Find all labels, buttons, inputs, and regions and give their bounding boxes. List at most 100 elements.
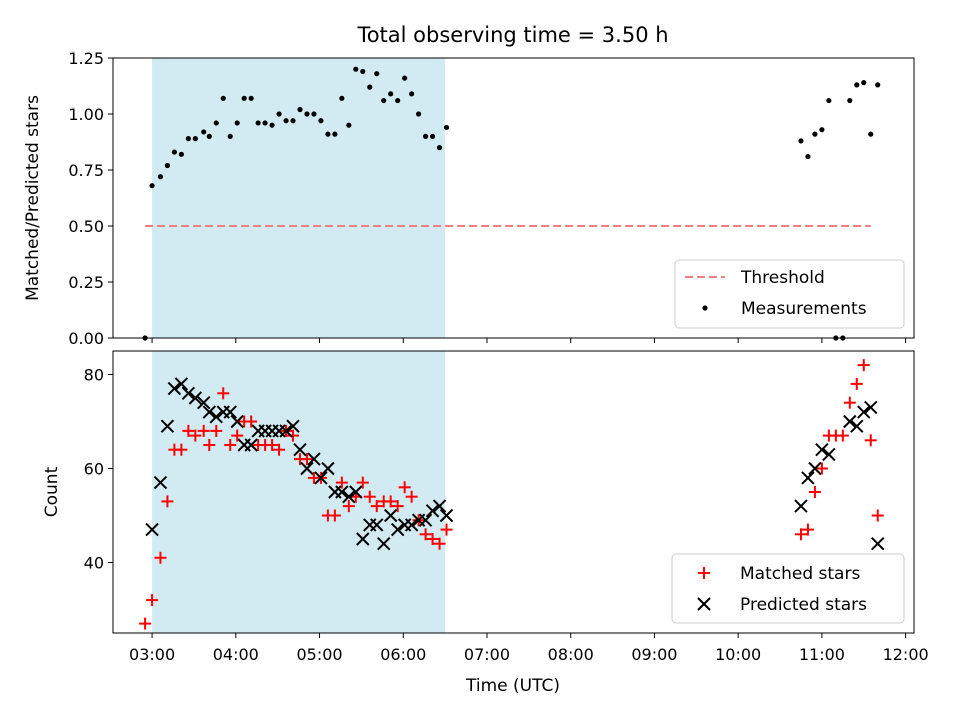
- measurement-point: [339, 95, 345, 101]
- predicted-star-marker: [801, 471, 815, 485]
- predicted-legend-swatch: [697, 597, 711, 611]
- matched-star-marker: [224, 439, 237, 451]
- matched-legend-swatch: [698, 567, 710, 579]
- measurement-point: [422, 133, 429, 139]
- bottom-y-axis-label: Count: [42, 466, 62, 517]
- predicted-star-marker: [335, 485, 349, 499]
- top-y-tick-label: 0.25: [68, 273, 104, 292]
- measurement-point: [409, 91, 415, 97]
- measurement-point: [416, 111, 422, 117]
- top-y-tick-label: 0.50: [68, 217, 104, 236]
- matched-legend-label: Matched stars: [740, 564, 860, 584]
- matched-star-marker: [843, 396, 856, 409]
- measurement-point: [290, 118, 296, 124]
- matched-star-marker: [440, 523, 453, 536]
- predicted-star-marker: [857, 405, 871, 419]
- predicted-star-marker: [300, 461, 314, 476]
- matched-star-marker: [391, 500, 404, 513]
- x-tick-label: 03:00: [129, 645, 175, 664]
- predicted-star-marker: [279, 424, 293, 438]
- matched-star-marker: [189, 429, 202, 442]
- top-axes-frame: [112, 57, 915, 339]
- measurement-point: [868, 131, 874, 137]
- measurements-legend-label: Measurements: [741, 299, 867, 319]
- measurement-point: [353, 66, 359, 72]
- matched-star-marker: [335, 476, 348, 489]
- measurement-point: [201, 129, 207, 135]
- predicted-star-marker: [314, 471, 328, 485]
- predicted-star-marker: [822, 447, 836, 462]
- measurement-point: [241, 95, 247, 101]
- measurement-point: [367, 84, 373, 90]
- measurement-point: [157, 174, 164, 180]
- predicted-star-marker: [432, 499, 447, 513]
- top-y-axis-label: Matched/Predicted stars: [23, 95, 43, 301]
- top-y-tick-label: 0.75: [68, 161, 104, 180]
- measurement-point: [185, 136, 191, 142]
- threshold-legend-label: Threshold: [740, 268, 825, 288]
- top-legend: Threshold Measurements: [674, 259, 905, 329]
- predicted-star-marker: [864, 400, 878, 415]
- predicted-star-marker: [174, 377, 189, 391]
- measurement-point: [248, 95, 254, 101]
- x-tick-label: 04:00: [213, 645, 259, 664]
- predicted-star-marker: [188, 391, 203, 405]
- matched-star-marker: [154, 551, 167, 564]
- measurement-point: [149, 183, 155, 189]
- matched-star-marker: [419, 528, 432, 541]
- matched-star-marker: [217, 387, 230, 400]
- matched-star-marker: [356, 476, 369, 489]
- measurement-point: [443, 124, 450, 131]
- matched-star-marker: [146, 594, 159, 607]
- matched-star-marker: [182, 424, 195, 437]
- measurements-legend-swatch: [702, 305, 708, 311]
- predicted-star-marker: [349, 485, 363, 499]
- predicted-star-marker: [843, 414, 857, 429]
- predicted-star-marker: [356, 532, 370, 546]
- matched-star-marker: [405, 490, 418, 503]
- measurement-point: [805, 153, 811, 160]
- predicted-star-marker: [286, 419, 300, 433]
- x-tick-label: 06:00: [380, 645, 426, 664]
- matched-star-marker: [139, 617, 152, 630]
- matched-star-marker: [300, 453, 313, 466]
- matched-star-marker: [370, 500, 383, 513]
- predicted-star-marker: [425, 504, 440, 518]
- measurement-point: [360, 68, 366, 75]
- predicted-star-marker: [794, 499, 808, 513]
- matched-star-marker: [850, 377, 863, 390]
- measurement-point: [213, 120, 219, 126]
- predicted-star-marker: [390, 522, 405, 537]
- top-panel: 0.00 0.25 0.50 0.75 1.00 1.25 Matched/Predict…: [23, 49, 915, 348]
- matched-star-marker: [433, 537, 446, 550]
- top-y-tick-label: 0.00: [68, 329, 104, 348]
- measurement-point: [220, 95, 226, 101]
- measurement-point: [381, 97, 387, 104]
- matched-star-marker: [231, 429, 244, 442]
- predicted-star-marker: [850, 419, 864, 433]
- matched-star-marker: [836, 429, 849, 442]
- measurement-point: [402, 75, 408, 81]
- predicted-star-marker: [377, 536, 391, 551]
- x-tick-label: 11:00: [799, 645, 845, 664]
- x-tick-label: 09:00: [631, 645, 677, 664]
- measurement-point: [255, 120, 261, 126]
- top-observing-window-span: [152, 58, 446, 338]
- measurement-point: [346, 122, 352, 128]
- measurement-point: [429, 133, 436, 139]
- matched-star-marker: [328, 509, 341, 522]
- bot-y-tick-label: 60: [84, 460, 104, 479]
- predicted-star-marker: [871, 536, 885, 551]
- predicted-star-marker: [815, 442, 829, 457]
- predicted-star-marker: [167, 381, 182, 396]
- x-tick-label: 12:00: [883, 645, 929, 664]
- measurement-point: [812, 131, 818, 137]
- measurement-point: [325, 131, 331, 137]
- measurement-point: [847, 97, 853, 104]
- matched-star-marker: [273, 443, 286, 456]
- measurement-point: [374, 71, 380, 77]
- predicted-star-marker: [145, 522, 159, 537]
- figure-title: Total observing time = 3.50 h: [356, 23, 668, 47]
- x-tick-label: 07:00: [464, 645, 510, 664]
